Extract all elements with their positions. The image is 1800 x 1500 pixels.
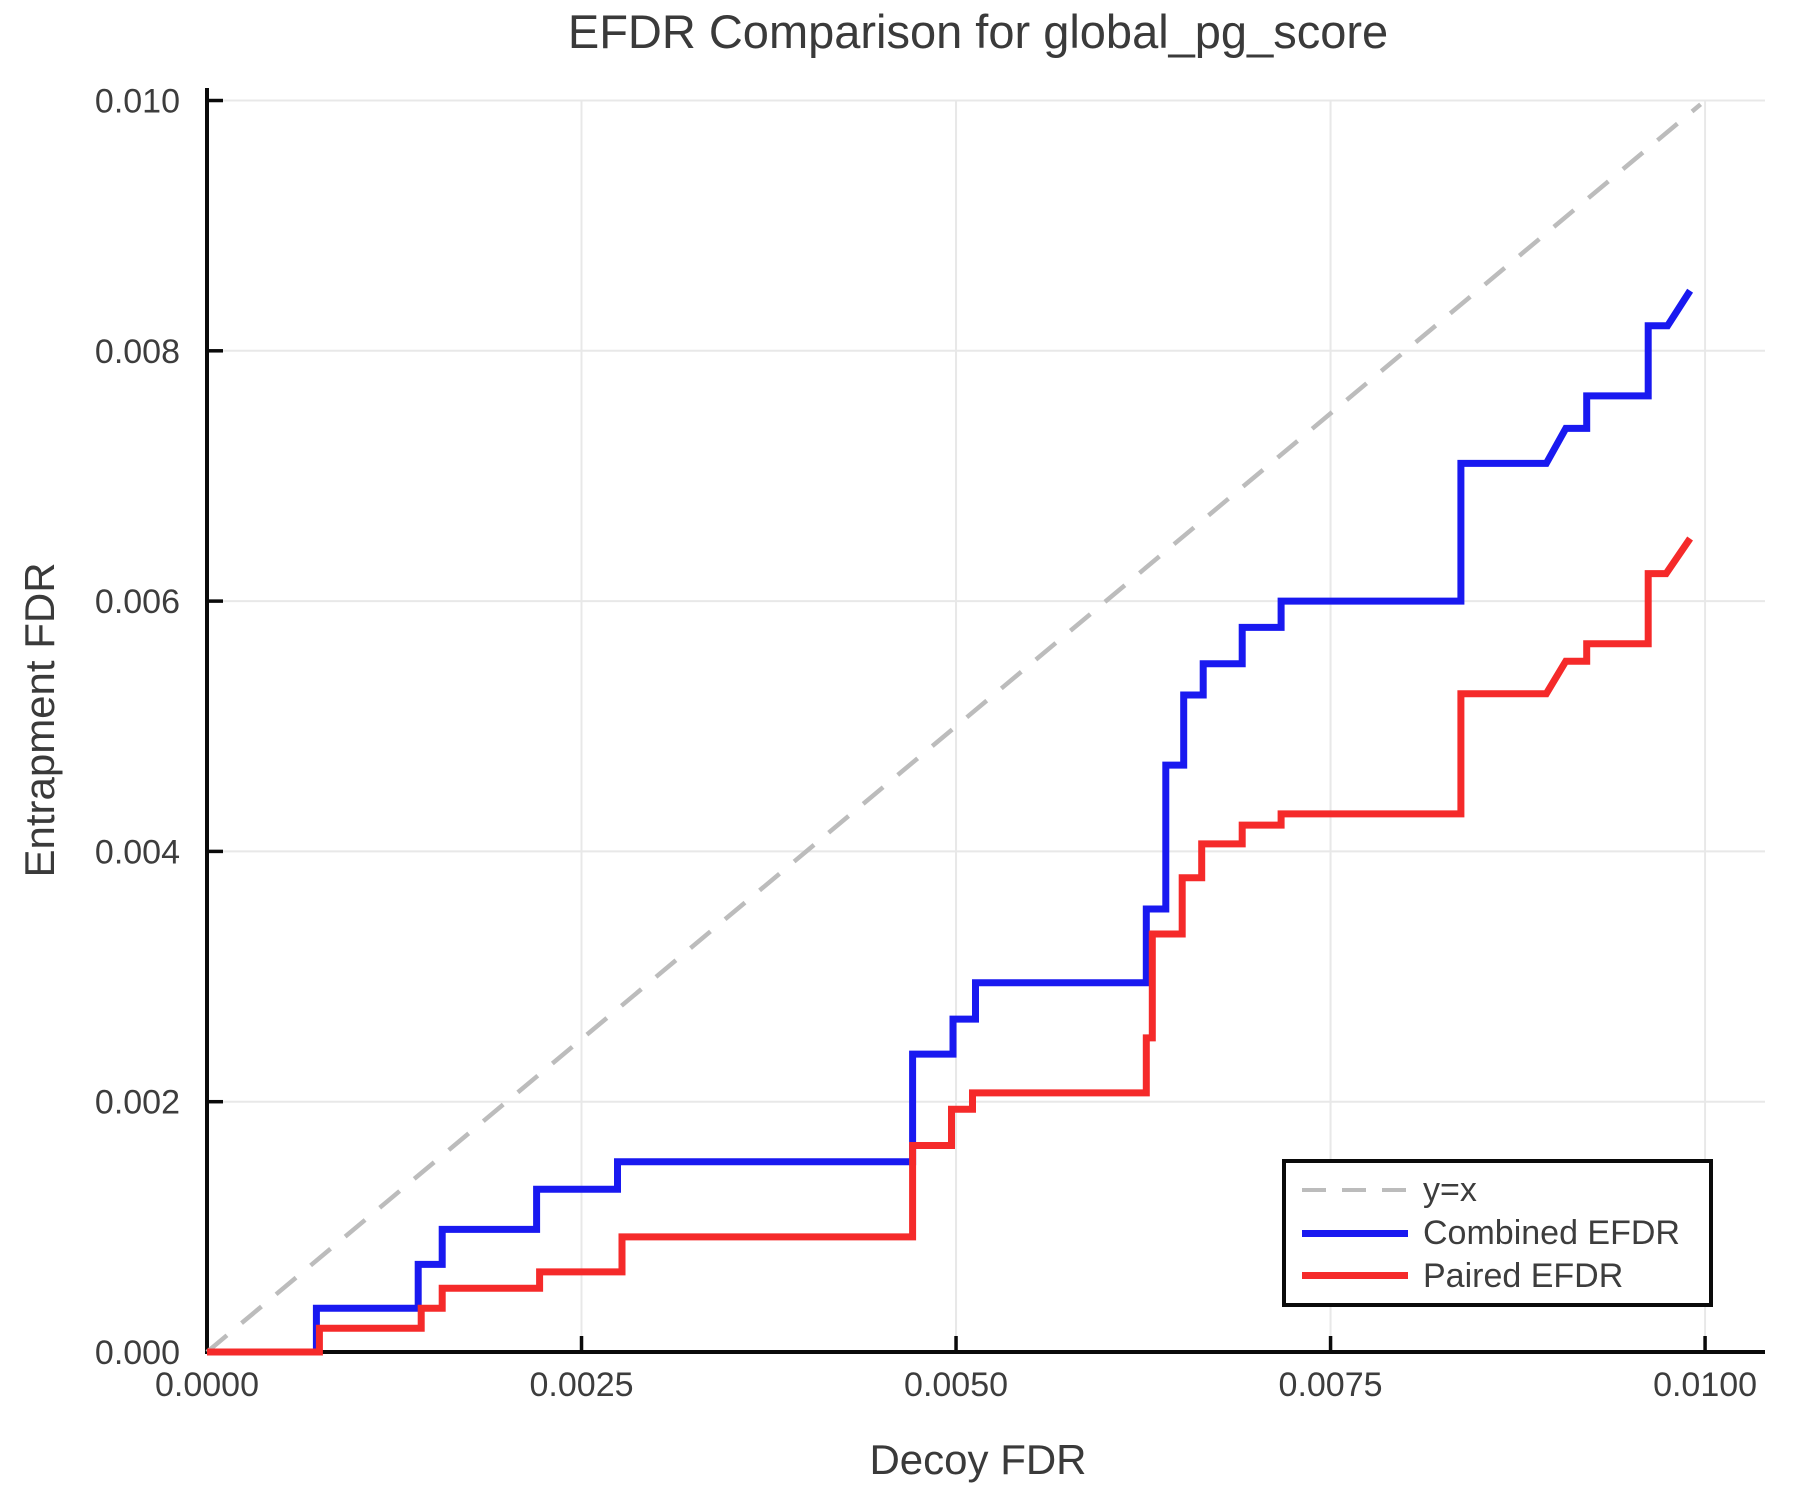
chart-title: EFDR Comparison for global_pg_score [567, 5, 1389, 58]
legend: y=x Combined EFDR Paired EFDR [1282, 1159, 1713, 1307]
legend-item-identity: y=x [1286, 1169, 1709, 1212]
y-tick-label: 0.010 [95, 83, 180, 121]
x-tick-label: 0.0000 [155, 1366, 259, 1404]
y-tick-label: 0.008 [95, 333, 180, 371]
legend-item-paired-efdr: Paired EFDR [1286, 1254, 1709, 1297]
x-axis-label: Decoy FDR [869, 1436, 1087, 1483]
legend-label-combined-efdr: Combined EFDR [1423, 1214, 1680, 1252]
x-tick-label: 0.0075 [1279, 1366, 1383, 1404]
legend-label-paired-efdr: Paired EFDR [1423, 1256, 1624, 1295]
paired-efdr-line-sample [1302, 1272, 1408, 1280]
x-tick-label: 0.0025 [530, 1366, 634, 1404]
combined-efdr-line-sample [1302, 1229, 1408, 1237]
y-tick-label: 0.000 [95, 1334, 180, 1372]
legend-label-identity: y=x [1423, 1171, 1477, 1210]
y-x-line [205, 102, 1703, 1354]
legend-item-combined-efdr: Combined EFDR [1286, 1212, 1709, 1255]
combined-efdr-line [207, 288, 1694, 1356]
x-tick-label: 0.0050 [904, 1366, 1008, 1404]
paired-efdr-line [207, 536, 1693, 1356]
x-tick-label: 0.0100 [1653, 1366, 1757, 1404]
y-axis-label: Entrapment FDR [16, 562, 63, 878]
y-tick-label: 0.004 [95, 833, 180, 871]
y-tick-label: 0.006 [95, 583, 180, 621]
identity-line-sample [1302, 1188, 1408, 1193]
y-tick-label: 0.002 [95, 1084, 180, 1122]
